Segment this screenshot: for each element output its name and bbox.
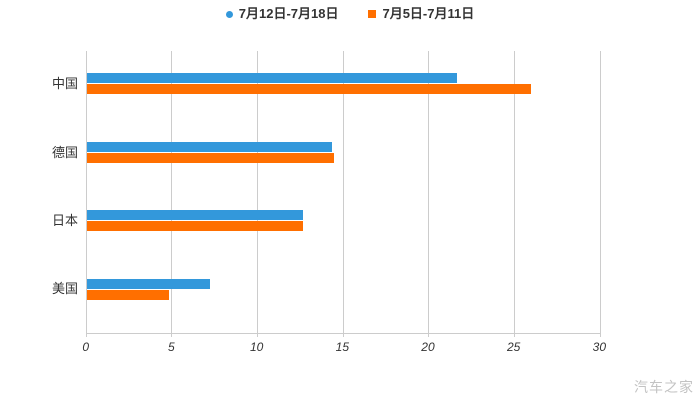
y-category-label: 德国 [51, 144, 78, 160]
bar-s0-c3 [87, 279, 211, 289]
legend-circle-marker-icon [225, 10, 233, 18]
gridline [428, 51, 430, 333]
bar-s0-c2 [87, 210, 303, 220]
axis-tick [85, 333, 87, 337]
bar-s1-c0 [87, 84, 531, 94]
x-tick-label: 30 [592, 340, 607, 354]
watermark: 汽车之家 [634, 379, 694, 395]
legend-item-label: 7月12日-7月18日 [238, 6, 339, 21]
gridline [599, 51, 601, 333]
bar-s1-c3 [87, 290, 170, 300]
bar-s1-c2 [87, 221, 303, 231]
bar-s1-c1 [87, 153, 334, 163]
gridline [85, 51, 87, 333]
y-category-label: 美国 [51, 281, 78, 296]
bar-s0-c0 [87, 73, 458, 83]
axis-tick [342, 333, 344, 337]
x-tick-label: 5 [167, 340, 175, 354]
chart-legend: 7月12日-7月18日 7月5日-7月11日 [0, 6, 700, 22]
gridline [171, 51, 173, 333]
y-category-label: 中国 [51, 75, 78, 91]
axis-tick [428, 333, 430, 337]
x-tick-label: 10 [249, 340, 264, 354]
gridline [513, 51, 515, 333]
legend-item-week-jul5-11[interactable]: 7月5日-7月11日 [368, 6, 474, 22]
axis-tick [171, 333, 173, 337]
axis-tick [513, 333, 515, 337]
x-tick-label: 25 [506, 340, 521, 354]
axis-tick [256, 333, 258, 337]
y-category-label: 日本 [51, 212, 78, 228]
legend-square-marker-icon [368, 10, 377, 18]
plot-area [85, 51, 601, 337]
bar-s0-c1 [87, 142, 332, 152]
legend-item-week-jul12-18[interactable]: 7月12日-7月18日 [225, 6, 339, 22]
x-tick-label: 15 [335, 340, 350, 354]
legend-item-label: 7月5日-7月11日 [382, 6, 475, 21]
gridline [342, 51, 344, 333]
x-tick-label: 20 [421, 340, 435, 354]
axis-tick [599, 333, 601, 337]
x-axis-line [86, 333, 600, 334]
gridline [256, 51, 258, 333]
x-tick-label: 0 [82, 340, 90, 354]
